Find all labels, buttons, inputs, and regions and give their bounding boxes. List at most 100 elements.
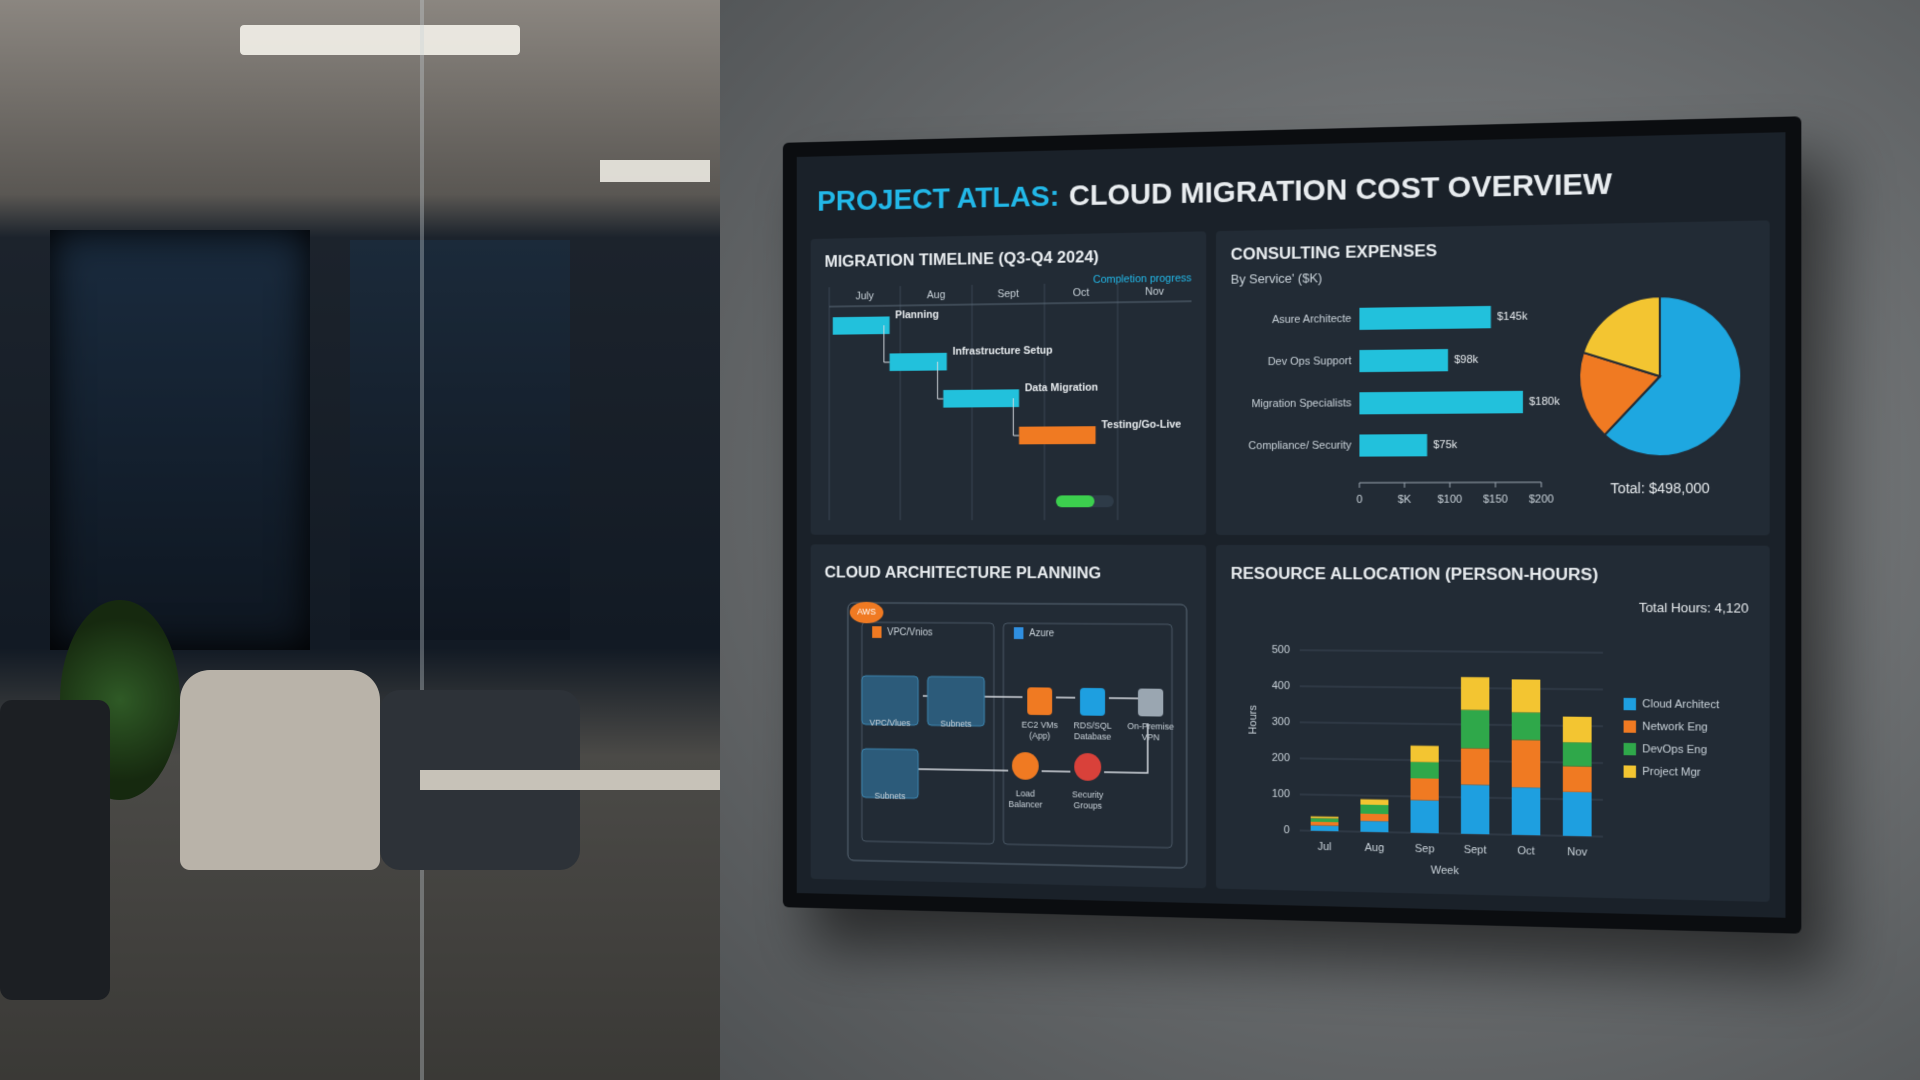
bar-segment — [1310, 818, 1339, 823]
chair — [0, 700, 110, 1000]
node-icon — [1027, 687, 1053, 716]
legend-label: Network Eng — [1642, 720, 1708, 733]
panel — [810, 231, 1207, 535]
annotation: Completion progress — [1093, 272, 1191, 286]
x-tick-label: $K — [1398, 493, 1412, 505]
axis-line — [1359, 482, 1541, 483]
panel — [810, 544, 1207, 889]
node-label: Balancer — [1008, 799, 1042, 810]
window — [50, 230, 310, 650]
bar-segment — [1562, 742, 1592, 767]
bar-segment — [1310, 821, 1339, 826]
task-bar — [832, 316, 890, 335]
legend-label: Project Mgr — [1642, 765, 1701, 779]
panel — [1215, 544, 1770, 902]
dashboard: PROJECT ATLAS: CLOUD MIGRATION COST OVERV… — [796, 132, 1786, 918]
y-tick-label: 500 — [1272, 644, 1290, 656]
node-icon — [1011, 751, 1039, 780]
node-label: EC2 VMs — [1022, 720, 1059, 731]
tag-icon — [1013, 627, 1024, 640]
y-tick-label: 300 — [1272, 716, 1290, 729]
node-label: Subnets — [875, 791, 907, 802]
progress-fill — [1055, 495, 1095, 508]
task-label: Infrastructure Setup — [953, 344, 1054, 357]
x-tick-label: Aug — [927, 289, 945, 301]
pie-slice — [1579, 352, 1660, 435]
node-icon — [1137, 688, 1164, 717]
legend-swatch — [1623, 765, 1637, 778]
y-tick-label: Dev Ops Support — [1268, 355, 1352, 368]
y-tick-label: Migration Specialists — [1251, 397, 1351, 410]
bar-segment — [1410, 745, 1439, 763]
legend-swatch — [1623, 742, 1637, 756]
progress-track — [1055, 495, 1114, 508]
x-tick-label: Aug — [1365, 842, 1385, 855]
legend-swatch — [1623, 720, 1637, 733]
bar-segment — [1562, 716, 1592, 743]
x-tick-label: Sep — [1415, 843, 1435, 856]
window — [350, 240, 570, 640]
legend-label: DevOps Eng — [1642, 743, 1707, 757]
tv: PROJECT ATLAS: CLOUD MIGRATION COST OVERV… — [782, 116, 1802, 934]
x-axis-label: Week — [1431, 864, 1460, 877]
node-label: VPN — [1142, 732, 1160, 742]
tag-icon — [872, 626, 882, 638]
bar-segment — [1460, 709, 1490, 749]
bar-segment — [1511, 712, 1541, 741]
panel-title: CLOUD ARCHITECTURE PLANNING — [825, 563, 1102, 583]
x-tick-label: Oct — [1073, 287, 1089, 299]
value-label: $75k — [1433, 439, 1458, 452]
bar-segment — [1562, 766, 1592, 793]
x-tick-label: $100 — [1437, 493, 1462, 505]
y-axis-label: Hours — [1247, 705, 1259, 734]
bar — [1359, 434, 1428, 457]
bar-segment — [1460, 748, 1490, 786]
chair — [180, 670, 380, 870]
title-accent: PROJECT ATLAS: — [817, 179, 1059, 217]
x-tick-label: Sept — [997, 288, 1019, 300]
node-box — [862, 676, 918, 725]
bar-segment — [1511, 739, 1541, 788]
annotation: Total Hours: 4,120 — [1639, 601, 1749, 616]
x-tick-label: Nov — [1567, 846, 1588, 859]
task-label: Data Migration — [1025, 381, 1098, 394]
task-bar — [943, 389, 1020, 408]
annotation: Total: $498,000 — [1610, 480, 1710, 496]
node-label: (App) — [1029, 731, 1050, 741]
task-label: Testing/Go-Live — [1101, 418, 1181, 431]
panel-title: CONSULTING EXPENSES — [1231, 241, 1437, 264]
panel-title: RESOURCE ALLOCATION (PERSON-HOURS) — [1231, 564, 1598, 585]
node-label: RDS/SQL — [1074, 721, 1112, 732]
y-tick-label: Compliance/ Security — [1248, 439, 1352, 452]
bar-segment — [1360, 813, 1389, 822]
bar-segment — [1410, 778, 1439, 801]
x-tick-label: Jul — [1318, 841, 1332, 854]
x-tick-label: Sept — [1464, 844, 1487, 857]
bar-segment — [1460, 677, 1490, 711]
y-tick-label: 200 — [1272, 752, 1290, 765]
bar — [1359, 305, 1491, 330]
bar-segment — [1410, 761, 1439, 779]
panel — [1215, 220, 1770, 536]
bar — [1359, 390, 1523, 415]
node-label: Load — [1016, 789, 1035, 799]
node-label: VPC/Vlues — [870, 718, 911, 729]
bar-segment — [1310, 825, 1339, 832]
node-label: AWS — [857, 607, 876, 617]
task-bar — [889, 352, 947, 372]
node-label: Security — [1072, 790, 1104, 801]
subtitle: By Service' ($K) — [1231, 271, 1323, 287]
node-box — [862, 749, 918, 799]
x-tick-label: $150 — [1483, 493, 1508, 505]
y-tick-label: Asure Architecte — [1272, 313, 1351, 326]
bar-segment — [1360, 799, 1389, 806]
bar-segment — [1511, 679, 1541, 713]
bar-segment — [1460, 784, 1490, 835]
node-icon — [1080, 687, 1106, 716]
x-tick-label: $200 — [1529, 493, 1554, 506]
node-label: Subnets — [940, 719, 972, 729]
bar — [1359, 349, 1449, 373]
bar-segment — [1360, 804, 1389, 815]
